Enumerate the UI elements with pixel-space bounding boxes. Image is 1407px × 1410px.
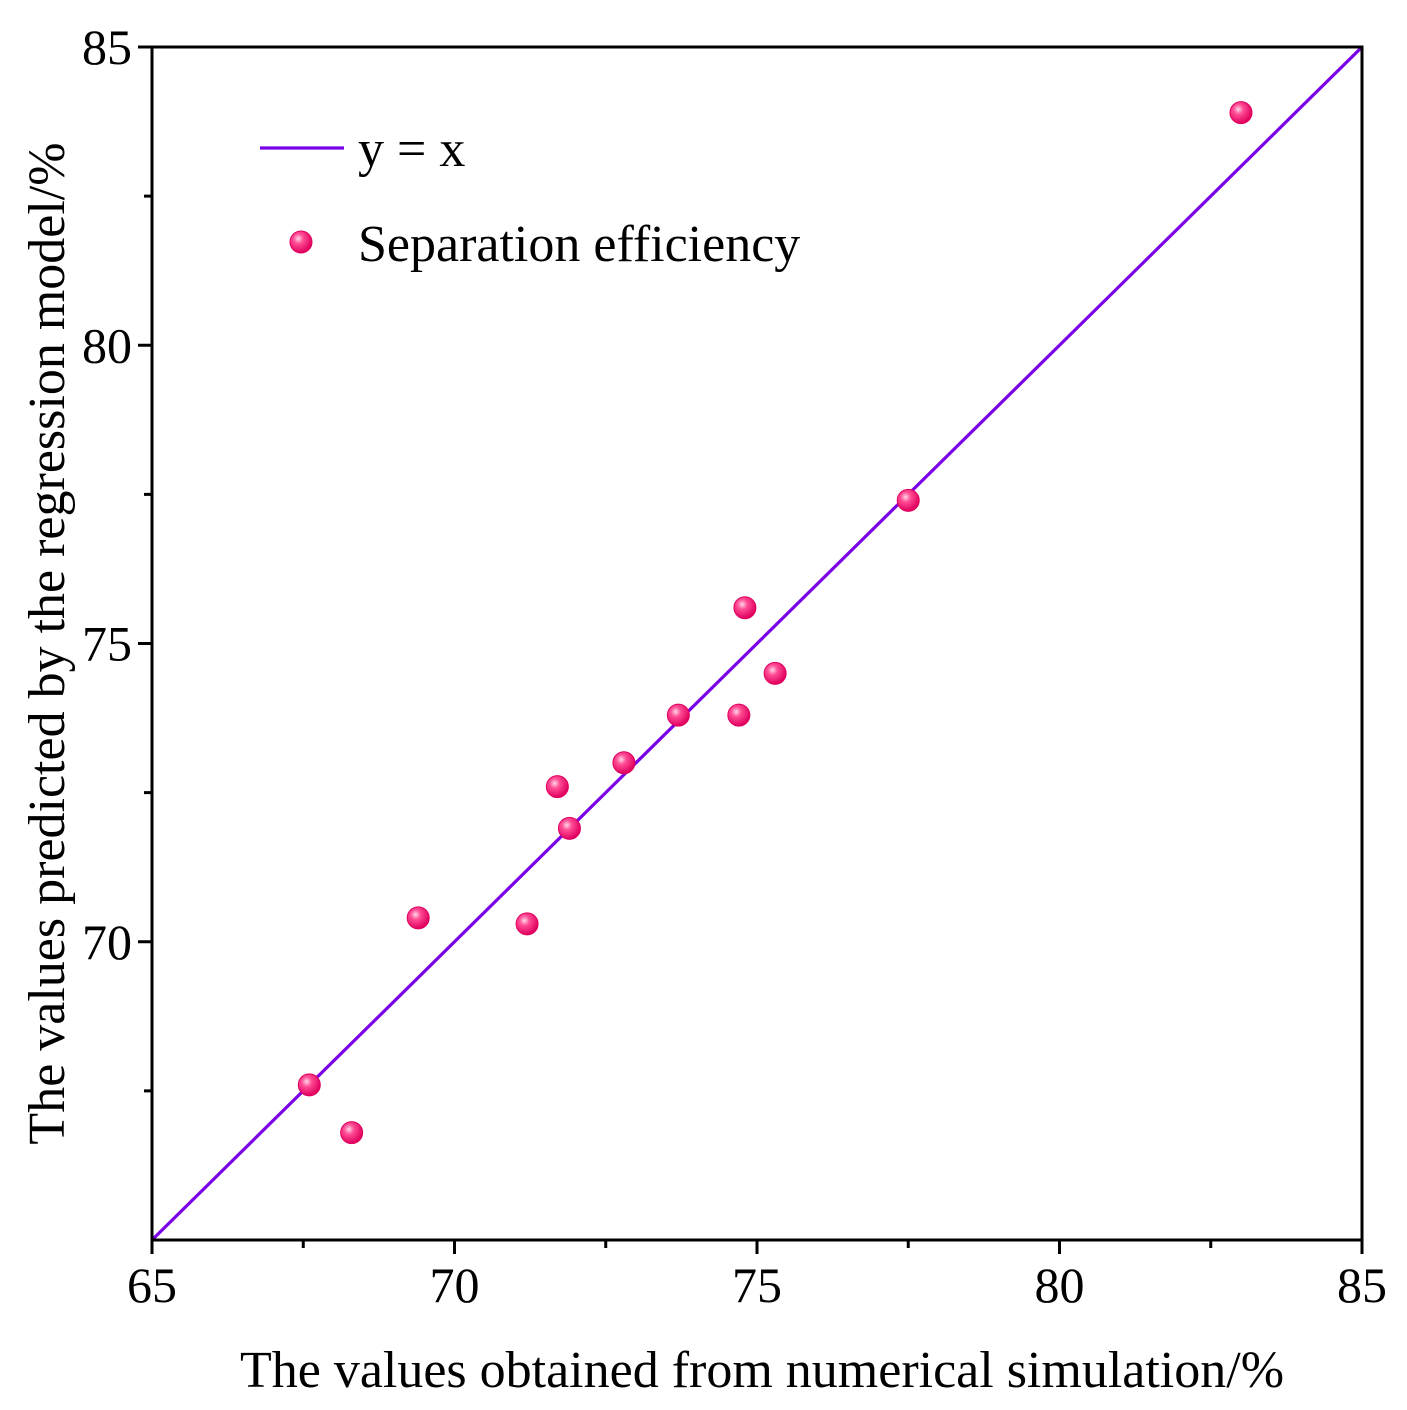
- x-tick-label: 80: [1035, 1257, 1085, 1313]
- y-axis-title: The values predicted by the regression m…: [19, 142, 76, 1144]
- data-point: [896, 488, 920, 512]
- x-tick-label: 70: [430, 1257, 480, 1313]
- legend: y = x Separation efficiency: [260, 121, 800, 273]
- data-point: [612, 751, 636, 775]
- labels-layer: 65 70 75 80 85 70 75 80 85: [82, 19, 1387, 1313]
- data-point: [297, 1073, 321, 1097]
- data-point: [1229, 101, 1253, 125]
- data-point: [727, 703, 751, 727]
- legend-marker-label: Separation efficiency: [358, 216, 800, 273]
- legend-line-label: y = x: [358, 121, 465, 178]
- data-point: [340, 1121, 364, 1145]
- data-point: [557, 816, 581, 840]
- data-point: [545, 775, 569, 799]
- data-point: [666, 703, 690, 727]
- y-tick-label: 80: [82, 317, 132, 373]
- x-tick-label: 85: [1337, 1257, 1387, 1313]
- x-axis-title: The values obtained from numerical simul…: [240, 1342, 1284, 1399]
- data-point: [515, 912, 539, 936]
- data-point: [763, 661, 787, 685]
- data-point: [406, 906, 430, 930]
- x-tick-label: 75: [732, 1257, 782, 1313]
- x-tick-label: 65: [127, 1257, 177, 1313]
- y-tick-label: 70: [82, 914, 132, 970]
- data-point: [733, 596, 757, 620]
- y-tick-label: 85: [82, 19, 132, 75]
- series-layer: [152, 47, 1362, 1240]
- legend-marker-swatch: [289, 230, 313, 254]
- ticks-layer: [138, 45, 1364, 1254]
- series-line-y-equals-x: [152, 47, 1362, 1240]
- y-tick-label: 75: [82, 616, 132, 672]
